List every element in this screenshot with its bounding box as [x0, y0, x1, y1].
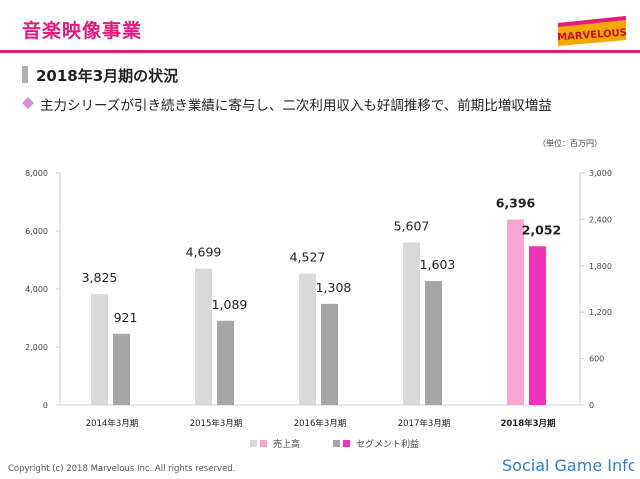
y-left-tick-label: 2,000 — [25, 343, 48, 352]
page-title: 音楽映像事業 — [22, 20, 143, 42]
sales-data-label: 6,396 — [496, 196, 536, 211]
sales-data-label: 4,527 — [290, 250, 326, 265]
section-marker — [22, 66, 28, 83]
profit-data-label: 1,603 — [420, 257, 456, 272]
sales-data-label: 4,699 — [186, 245, 222, 260]
sales-bar — [195, 268, 212, 405]
legend-sales-swatch-current — [260, 440, 267, 447]
legend-sales-swatch-past — [250, 440, 257, 447]
legend-sales: 売上高 — [250, 437, 300, 450]
y-right-tick-label: 0 — [589, 401, 594, 410]
marvelous-logo: MARVELOUS — [557, 16, 627, 46]
y-right-tick-label: 3,000 — [589, 169, 612, 178]
profit-bar — [321, 303, 338, 405]
sales-data-label: 3,825 — [82, 270, 118, 285]
legend-profit-label: セグメント利益 — [356, 440, 420, 450]
y-left-tick-label: 8,000 — [25, 169, 48, 178]
copyright: Copyright (c) 2018 Marvelous Inc. All ri… — [8, 464, 236, 474]
profit-data-label: 2,052 — [522, 222, 562, 237]
y-left-tick-label: 6,000 — [25, 227, 48, 236]
x-category-label: 2014年3月期 — [86, 418, 139, 429]
legend-profit-swatch-current — [343, 440, 350, 447]
sales-bar — [403, 242, 420, 405]
x-category-label: 2017年3月期 — [398, 418, 451, 429]
watermark-text: Social Game Info. — [502, 456, 634, 475]
legend-profit-swatch-past — [333, 440, 340, 447]
diamond-bullet-icon — [22, 97, 34, 109]
profit-bar — [113, 333, 130, 405]
y-right-tick-label: 1,800 — [589, 262, 612, 271]
section-title: 2018年3月期の状況 — [36, 67, 179, 85]
profit-bar — [529, 246, 546, 405]
profit-data-label: 1,089 — [212, 297, 248, 312]
profit-data-label: 921 — [114, 310, 138, 325]
unit-label: （単位：百万円） — [538, 139, 602, 148]
y-left-tick-label: 0 — [43, 401, 48, 410]
svg-text:MARVELOUS: MARVELOUS — [557, 28, 627, 44]
sales-bar — [299, 273, 316, 405]
y-right-tick-label: 2,400 — [589, 215, 612, 224]
y-right-tick-label: 600 — [589, 355, 604, 364]
header-rule — [0, 50, 640, 53]
y-left-tick-label: 4,000 — [25, 285, 48, 294]
x-category-label: 2016年3月期 — [294, 418, 347, 429]
x-category-label: 2018年3月期 — [500, 418, 556, 429]
legend-sales-label: 売上高 — [273, 440, 301, 450]
y-right-tick-label: 1,200 — [589, 308, 612, 317]
legend-profit: セグメント利益 — [333, 437, 419, 450]
sales-bar — [507, 219, 524, 405]
sales-bar — [91, 294, 108, 405]
profit-bar — [217, 320, 234, 405]
x-category-label: 2015年3月期 — [190, 418, 243, 429]
profit-data-label: 1,308 — [316, 280, 352, 295]
profit-bar — [425, 281, 442, 405]
watermark-logo: Social Game Info. — [502, 456, 634, 475]
bullet-text: 主力シリーズが引き続き業績に寄与し、二次利用収入も好調推移で、前期比増収増益 — [40, 98, 552, 114]
sales-data-label: 5,607 — [394, 218, 430, 233]
